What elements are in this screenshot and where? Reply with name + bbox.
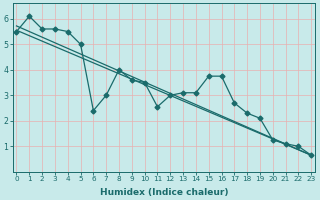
X-axis label: Humidex (Indice chaleur): Humidex (Indice chaleur)	[100, 188, 228, 197]
